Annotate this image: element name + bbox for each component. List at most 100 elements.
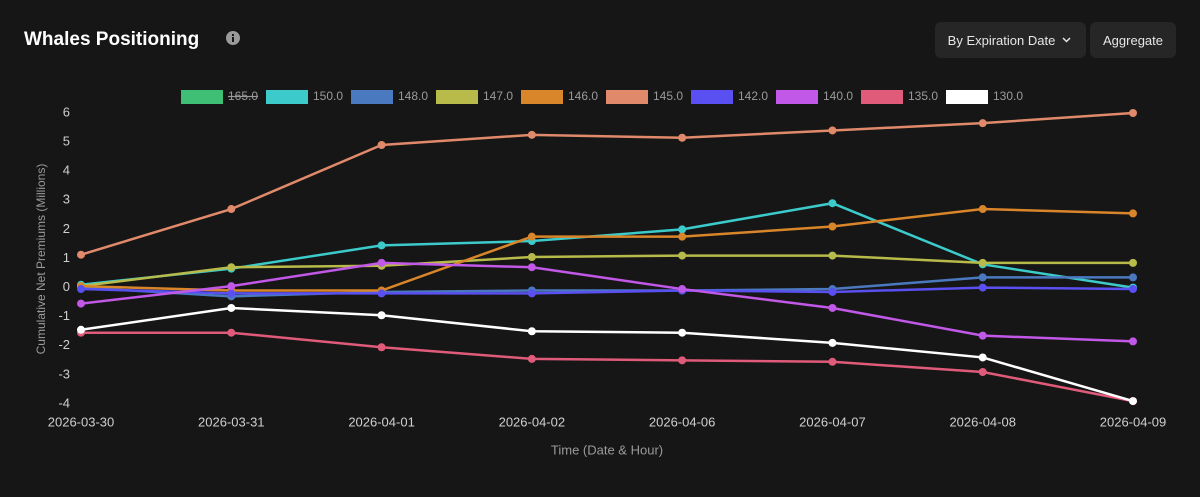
point <box>77 280 85 289</box>
point <box>828 199 837 208</box>
series <box>77 258 1137 346</box>
point <box>227 328 236 337</box>
legend-swatch <box>521 90 563 104</box>
point <box>678 133 687 142</box>
button-label: By Expiration Date <box>947 32 1056 48</box>
aggregate-button[interactable]: Aggregate <box>1090 22 1176 58</box>
x-tick-label: 2026-04-01 <box>348 414 415 429</box>
point <box>678 225 687 234</box>
legend-swatch <box>946 90 988 104</box>
y-tick-label: -4 <box>58 395 70 410</box>
x-tick-label: 2026-04-09 <box>1100 414 1167 429</box>
point <box>227 292 236 301</box>
point <box>77 299 85 308</box>
point <box>828 338 837 347</box>
point <box>678 286 687 295</box>
point <box>227 289 236 298</box>
series <box>77 328 1137 406</box>
point <box>678 328 687 337</box>
chevron <box>1062 37 1071 43</box>
series <box>77 283 1137 298</box>
point <box>377 286 386 295</box>
series <box>77 273 1137 301</box>
series <box>77 199 1137 292</box>
series <box>77 303 1137 406</box>
point <box>527 237 536 246</box>
legend-swatch <box>351 90 393 104</box>
x-tick-label: 2026-04-08 <box>949 414 1016 429</box>
point <box>377 287 386 296</box>
point <box>1129 397 1137 406</box>
y-tick-label: 3 <box>63 192 70 207</box>
point <box>978 273 987 282</box>
point <box>978 205 987 214</box>
series-line <box>80 111 1134 256</box>
point <box>978 353 987 362</box>
y-tick-label: -3 <box>58 366 70 381</box>
y-tick-label: 6 <box>63 104 70 119</box>
point <box>978 119 987 128</box>
point <box>828 303 837 312</box>
title: Whales Positioning <box>24 29 200 50</box>
point <box>678 232 687 241</box>
legend-label: 145.0 <box>653 89 683 103</box>
point <box>527 253 536 262</box>
point <box>978 367 987 376</box>
point <box>227 264 236 273</box>
legend-swatch <box>606 90 648 104</box>
y-tick-label: -1 <box>58 308 70 323</box>
info-icon[interactable] <box>226 31 240 45</box>
x-axis-label: Time (Date & Hour) <box>551 442 663 457</box>
point <box>227 286 236 295</box>
point <box>828 287 837 296</box>
point <box>1129 337 1137 346</box>
series-line <box>80 286 1134 295</box>
series-line <box>80 261 1134 343</box>
point <box>227 205 236 214</box>
point <box>527 232 536 241</box>
legend-label: 148.0 <box>398 89 428 103</box>
point <box>1129 258 1137 267</box>
point <box>527 289 536 298</box>
expiration-dropdown[interactable]: By Expiration Date <box>935 22 1086 58</box>
point <box>678 356 687 365</box>
legend-label: 140.0 <box>823 89 853 103</box>
series <box>77 205 1137 295</box>
point <box>1129 285 1137 294</box>
series <box>77 109 1137 259</box>
point <box>377 343 386 352</box>
y-tick-label: 1 <box>63 250 70 265</box>
x-tick-label: 2026-04-06 <box>649 414 716 429</box>
series-line <box>80 254 1133 288</box>
x-tick-label: 2026-03-30 <box>48 414 115 429</box>
point <box>678 286 687 295</box>
legend-swatch <box>266 90 308 104</box>
point <box>978 331 987 340</box>
point <box>77 283 85 292</box>
series-line <box>81 331 1134 403</box>
point <box>828 222 837 231</box>
point <box>377 261 386 270</box>
point <box>828 251 837 260</box>
point <box>1129 283 1137 292</box>
y-axis-label: Cumulative Net Premiums (Millions) <box>34 164 48 355</box>
point <box>377 141 386 150</box>
point <box>1129 273 1137 282</box>
point <box>227 282 236 291</box>
point <box>978 260 987 269</box>
point <box>1129 109 1137 117</box>
legend-label: 135.0 <box>908 89 938 103</box>
legend-label: 147.0 <box>483 89 513 103</box>
legend-swatch <box>181 90 223 104</box>
point <box>377 241 386 250</box>
point <box>1129 397 1137 406</box>
series-line <box>80 207 1134 292</box>
legend-label: 165.0 <box>228 89 258 103</box>
y-tick-label: 5 <box>63 134 70 149</box>
point <box>227 303 236 312</box>
point <box>978 258 987 267</box>
point <box>828 357 837 366</box>
point <box>527 354 536 363</box>
point <box>77 250 85 259</box>
point <box>377 311 386 320</box>
